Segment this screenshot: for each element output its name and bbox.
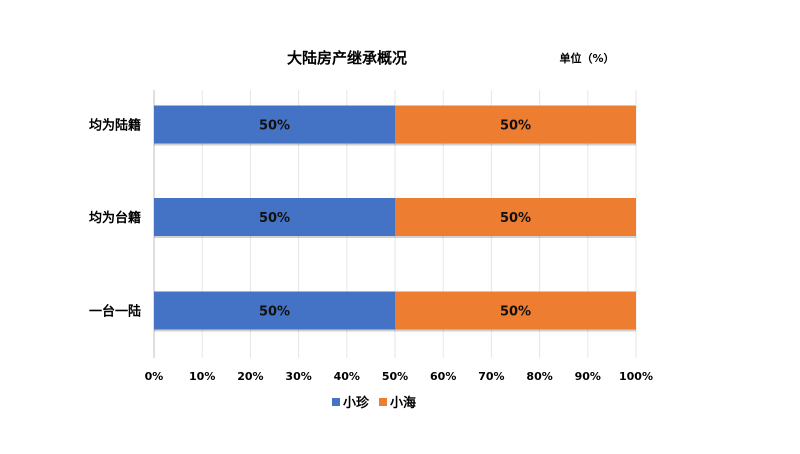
data-label: 50%: [259, 305, 290, 320]
legend-label: 小珍: [343, 395, 370, 411]
unit-note: 单位（%）: [559, 51, 614, 65]
bar-segment: [154, 198, 395, 236]
chart-title: 大陆房产继承概况: [287, 49, 407, 67]
x-tick-label: 0%: [145, 370, 164, 383]
data-labels: 50% 50% 50% 50% 50% 50%: [259, 119, 531, 320]
data-label: 50%: [500, 305, 531, 320]
category-label: 均为陆籍: [89, 118, 141, 134]
data-label: 50%: [500, 119, 531, 134]
x-tick-label: 90%: [575, 370, 601, 383]
legend-label: 小海: [390, 395, 416, 411]
bars: [154, 105, 636, 332]
bar-segment: [395, 105, 636, 144]
data-label: 50%: [500, 211, 531, 226]
data-label: 50%: [259, 211, 290, 226]
legend-swatch: [379, 398, 387, 406]
category-label: 一台一陆: [89, 304, 141, 320]
legend: 小珍 小海: [332, 395, 416, 411]
x-axis: 0% 10% 20% 30% 40% 50% 60% 70% 80% 90% 100%: [145, 370, 653, 383]
bar-segment: [154, 291, 395, 330]
x-tick-label: 60%: [430, 370, 456, 383]
x-tick-label: 100%: [619, 370, 653, 383]
bar-segment: [395, 198, 636, 236]
legend-swatch: [332, 398, 340, 406]
x-tick-label: 20%: [237, 370, 263, 383]
x-tick-label: 10%: [189, 370, 215, 383]
x-tick-label: 80%: [526, 370, 552, 383]
x-tick-label: 70%: [478, 370, 504, 383]
data-label: 50%: [259, 119, 290, 134]
x-tick-label: 30%: [285, 370, 311, 383]
bar-segment: [395, 291, 636, 330]
x-tick-label: 40%: [334, 370, 360, 383]
bar-segment: [154, 105, 395, 144]
x-tick-label: 50%: [382, 370, 408, 383]
category-label: 均为台籍: [89, 210, 141, 226]
